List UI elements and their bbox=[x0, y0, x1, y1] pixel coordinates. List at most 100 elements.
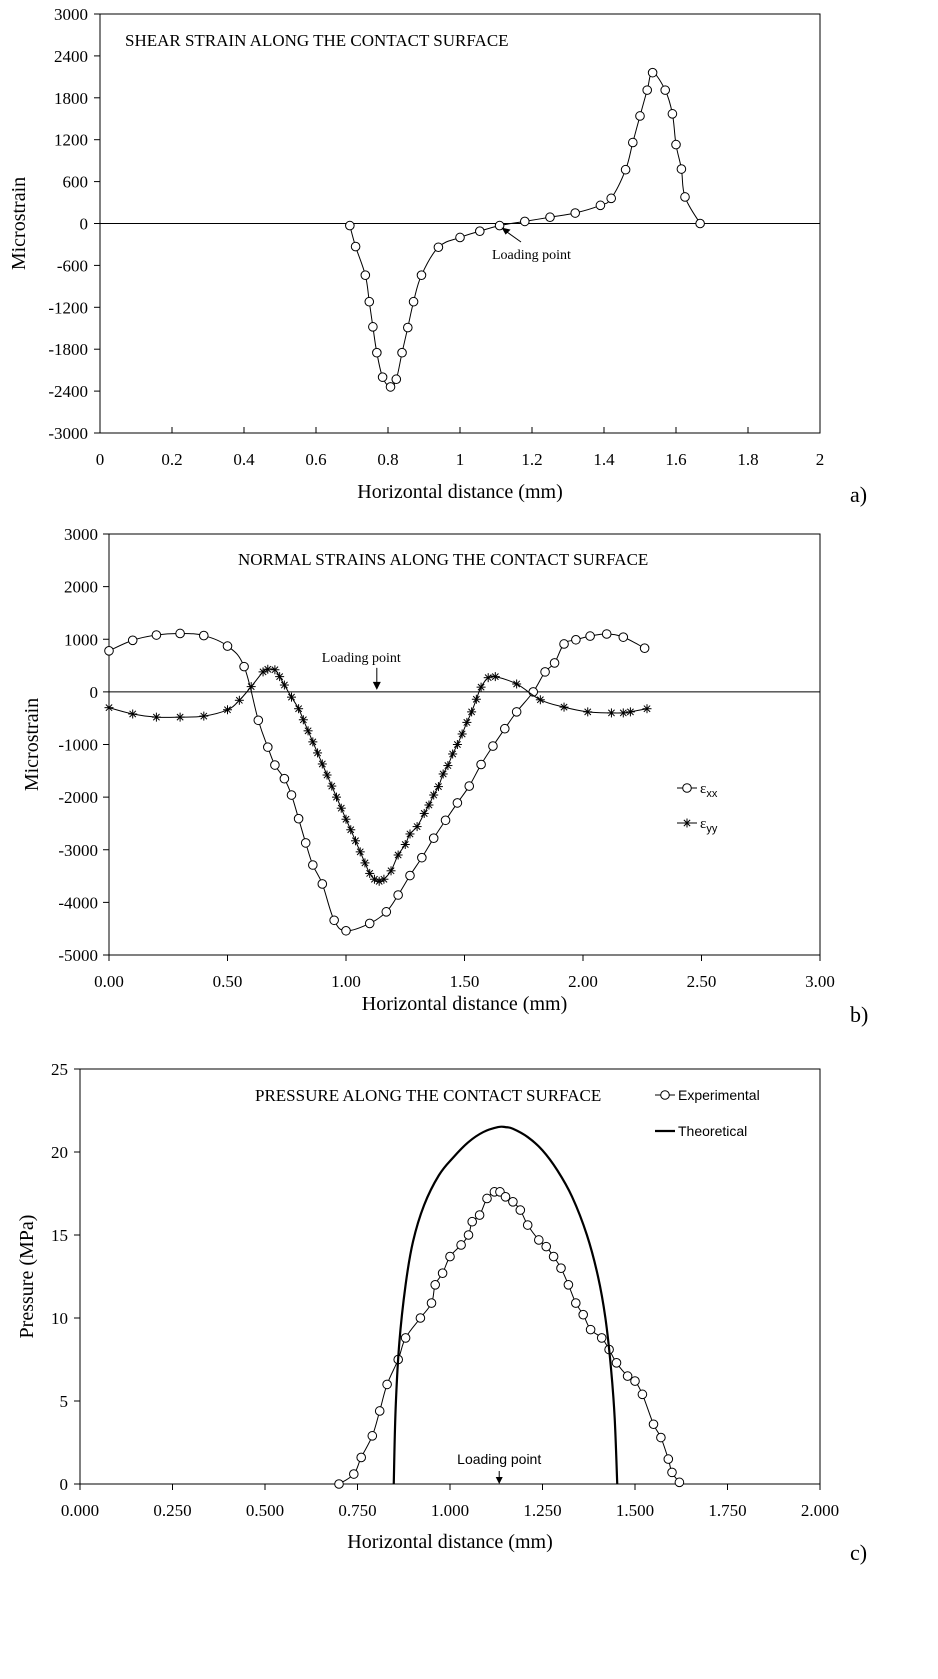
x-tick-label: 1.000 bbox=[431, 1501, 469, 1520]
y-tick-label: -2400 bbox=[48, 382, 88, 401]
x-tick-label: 1.00 bbox=[331, 972, 361, 991]
asterisk-stroke bbox=[299, 716, 307, 724]
series-line-0 bbox=[108, 632, 645, 932]
x-tick-label: 0.50 bbox=[213, 972, 243, 991]
x-tick-label: 2.000 bbox=[801, 1501, 839, 1520]
data-point bbox=[585, 1324, 596, 1335]
data-point bbox=[429, 790, 439, 800]
legend-label-text: ε bbox=[700, 816, 706, 832]
data-point bbox=[391, 374, 402, 385]
data-point bbox=[476, 682, 486, 692]
data-point bbox=[222, 641, 233, 651]
data-point bbox=[175, 712, 185, 722]
data-point bbox=[467, 1216, 478, 1227]
data-point bbox=[127, 635, 138, 646]
y-tick-label: 25 bbox=[51, 1060, 68, 1079]
data-point bbox=[563, 1280, 574, 1290]
loading-point-arrowhead bbox=[495, 1477, 503, 1484]
data-point bbox=[464, 781, 475, 791]
y-tick-label: -5000 bbox=[58, 946, 98, 965]
data-point bbox=[360, 270, 371, 280]
data-point bbox=[128, 709, 138, 719]
x-tick-label: 0 bbox=[96, 450, 105, 469]
data-point bbox=[500, 1192, 511, 1202]
x-axis-label: Horizontal distance (mm) bbox=[347, 1531, 553, 1553]
data-point bbox=[545, 212, 555, 223]
legend-label-text: Theoretical bbox=[678, 1123, 747, 1139]
data-point bbox=[428, 833, 439, 843]
data-point bbox=[476, 759, 486, 770]
legend-label-text: Experimental bbox=[678, 1087, 760, 1103]
y-tick-label: 2000 bbox=[64, 578, 98, 597]
x-tick-label: 1 bbox=[456, 450, 465, 469]
data-point bbox=[377, 372, 388, 382]
data-point bbox=[618, 708, 628, 718]
data-point bbox=[625, 707, 635, 717]
data-point bbox=[412, 822, 422, 832]
data-point bbox=[647, 67, 658, 78]
data-point bbox=[234, 695, 244, 705]
data-point bbox=[374, 1406, 385, 1416]
asterisk-stroke bbox=[401, 840, 409, 848]
data-point bbox=[300, 838, 311, 848]
asterisk-stroke bbox=[458, 730, 466, 738]
data-point bbox=[279, 680, 289, 690]
asterisk-stroke bbox=[200, 712, 208, 720]
y-tick-label: -3000 bbox=[58, 841, 98, 860]
x-tick-label: 1.750 bbox=[708, 1501, 746, 1520]
data-point bbox=[548, 1251, 559, 1262]
legend-label: εxx bbox=[700, 781, 718, 800]
x-tick-label: 1.50 bbox=[450, 972, 480, 991]
asterisk-stroke bbox=[683, 819, 691, 827]
asterisk-stroke bbox=[584, 708, 592, 716]
data-point bbox=[440, 815, 451, 826]
asterisk-stroke bbox=[380, 875, 388, 883]
data-point bbox=[332, 792, 342, 802]
series-line-1 bbox=[108, 668, 648, 882]
data-point bbox=[364, 918, 375, 929]
data-point bbox=[253, 715, 264, 726]
data-point bbox=[303, 726, 313, 736]
loading-point-label: Loading point bbox=[457, 1451, 541, 1467]
data-point bbox=[381, 907, 392, 917]
legend-label-subscript: xx bbox=[706, 788, 718, 800]
asterisk-stroke bbox=[560, 703, 568, 711]
y-tick-label: 1000 bbox=[64, 630, 98, 649]
data-point bbox=[367, 1431, 378, 1441]
y-tick-label: -2000 bbox=[58, 788, 98, 807]
data-point bbox=[317, 879, 328, 889]
data-point bbox=[482, 1193, 492, 1204]
loading-point-arrowhead bbox=[501, 227, 511, 235]
data-point bbox=[455, 232, 465, 243]
asterisk-stroke bbox=[342, 815, 350, 823]
data-point bbox=[270, 665, 280, 675]
asterisk-stroke bbox=[280, 681, 288, 689]
data-point bbox=[583, 707, 593, 717]
asterisk-stroke bbox=[607, 709, 615, 717]
legend-swatch-marker bbox=[682, 783, 692, 793]
data-point bbox=[393, 850, 403, 860]
data-point bbox=[329, 915, 339, 926]
data-point bbox=[308, 737, 318, 747]
x-axis-label: Horizontal distance (mm) bbox=[357, 481, 563, 503]
x-tick-label: 1.2 bbox=[521, 450, 542, 469]
x-tick-label: 2.00 bbox=[568, 972, 598, 991]
data-point bbox=[417, 852, 427, 863]
data-point bbox=[286, 790, 297, 800]
data-point bbox=[400, 839, 410, 849]
data-point bbox=[372, 347, 382, 358]
data-point bbox=[199, 711, 209, 721]
asterisk-stroke bbox=[430, 791, 438, 799]
data-point bbox=[416, 270, 427, 280]
data-point bbox=[349, 1469, 359, 1479]
x-tick-label: 1.4 bbox=[593, 450, 615, 469]
asterisk-stroke bbox=[463, 718, 471, 726]
asterisk-stroke bbox=[536, 696, 544, 704]
asterisk-stroke bbox=[356, 848, 364, 856]
asterisk-stroke bbox=[347, 826, 355, 834]
series-line-0 bbox=[349, 72, 701, 388]
data-point bbox=[635, 111, 645, 121]
chart-title: PRESSURE ALONG THE CONTACT SURFACE bbox=[255, 1086, 601, 1105]
data-point bbox=[350, 241, 361, 252]
